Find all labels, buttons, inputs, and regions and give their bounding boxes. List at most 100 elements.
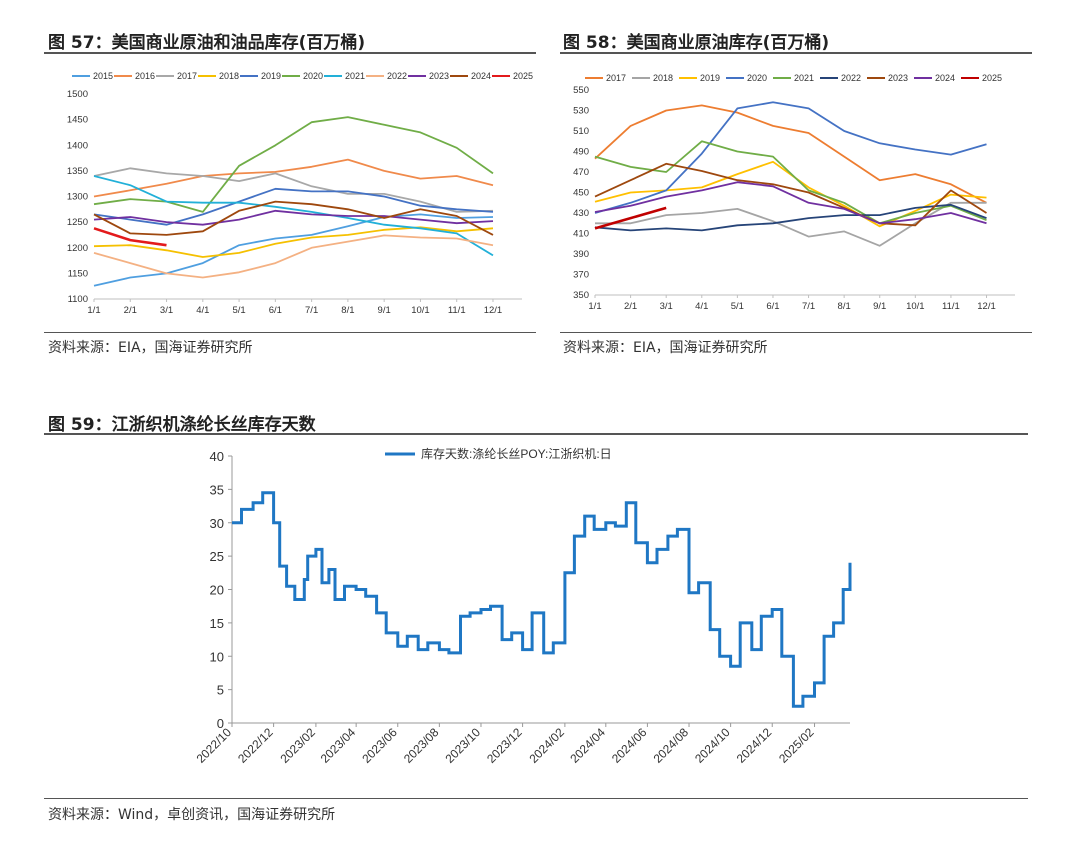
- fig58-y-tick: 530: [573, 106, 589, 117]
- fig58-title-rule: [560, 52, 1032, 54]
- fig57-legend-label-2019: 2019: [261, 71, 281, 81]
- fig57-y-tick: 1250: [67, 217, 88, 228]
- fig57-x-tick: 3/1: [160, 305, 173, 316]
- fig57-legend-label-2020: 2020: [303, 71, 323, 81]
- fig57-series-2023: [93, 209, 494, 226]
- fig58-y-tick: 510: [573, 126, 589, 137]
- fig59-x-tick: 2022/12: [235, 725, 276, 766]
- fig57-x-tick: 10/1: [411, 305, 430, 316]
- fig57-y-tick: 1150: [68, 268, 88, 279]
- fig57-series-2017: [93, 167, 494, 213]
- fig57-x-tick: 6/1: [269, 305, 282, 316]
- fig58-x-tick: 7/1: [802, 301, 815, 312]
- fig57-legend-label-2015: 2015: [93, 71, 113, 81]
- fig58-y-tick: 350: [573, 290, 589, 301]
- fig57-chart: 1100 1150 1200 1250 1300 1350 1400 1450 1500 1/1 2…: [67, 71, 533, 316]
- fig59-y-tick: 10: [210, 649, 224, 664]
- fig57-y-tick: 1300: [67, 192, 88, 203]
- fig57-series-2019: [93, 187, 494, 226]
- fig58-legend-label-2019: 2019: [700, 73, 720, 83]
- fig58-y-tick: 430: [573, 208, 589, 219]
- fig58-title: 图 58：美国商业原油库存(百万桶): [563, 33, 830, 53]
- fig57-y-tick: 1450: [67, 115, 88, 126]
- fig58-chart: 350 370 390 410 430 450 470 490 510 530 550 1/1 2/1 3…: [573, 73, 1015, 312]
- fig59-y-tick: 25: [210, 549, 224, 564]
- fig59-y-tick: 40: [210, 449, 224, 464]
- fig58-legend-label-2024: 2024: [935, 73, 955, 83]
- fig57-legend-label-2022: 2022: [387, 71, 407, 81]
- fig59-title-rule: [44, 433, 1028, 435]
- fig58-x-tick: 2/1: [624, 301, 637, 312]
- fig57-x-tick: 8/1: [341, 305, 354, 316]
- fig58-x-tick: 9/1: [873, 301, 886, 312]
- fig58-legend-label-2022: 2022: [841, 73, 861, 83]
- fig57-series-2024: [93, 200, 494, 236]
- fig58-y-tick: 490: [573, 147, 589, 158]
- fig57-y-tick: 1400: [67, 140, 88, 151]
- fig59-x-tick: 2025/02: [776, 725, 817, 766]
- fig59-x-tick: 2023/04: [318, 725, 359, 766]
- fig57-x-tick: 5/1: [232, 305, 245, 316]
- fig59-source: 资料来源：Wind，卓创资讯，国海证券研究所: [48, 807, 336, 823]
- fig59-x-tick: 2024/08: [651, 725, 692, 766]
- fig57-legend-label-2024: 2024: [471, 71, 491, 81]
- fig57-x-tick: 2/1: [124, 305, 137, 316]
- fig57-y-tick: 1350: [67, 166, 88, 177]
- fig59-x-tick: 2024/10: [692, 725, 733, 766]
- fig58-series-2018: [595, 201, 987, 247]
- fig59-series-line: [232, 491, 852, 708]
- fig58-legend-label-2023: 2023: [888, 73, 908, 83]
- fig57-x-tick: 9/1: [378, 305, 391, 316]
- fig59-x-tick: 2024/12: [734, 725, 775, 766]
- fig57-legend-label-2018: 2018: [219, 71, 239, 81]
- fig59-x-tick: 2023/12: [484, 725, 525, 766]
- fig59-y-tick: 5: [217, 683, 224, 698]
- fig57-series-2022: [93, 234, 494, 279]
- fig57-series-2018: [93, 226, 494, 258]
- fig57-y-tick: 1200: [67, 243, 88, 254]
- fig58-x-tick: 11/1: [942, 301, 960, 312]
- fig59-y-tick: 30: [210, 516, 224, 531]
- fig58-legend-label-2018: 2018: [653, 73, 673, 83]
- fig59-y-tick: 35: [210, 482, 224, 497]
- fig59-title: 图 59：江浙织机涤纶长丝库存天数: [48, 415, 316, 435]
- fig59-x-tick: 2022/10: [194, 725, 235, 766]
- fig58-bottom-rule: [560, 332, 1032, 333]
- fig57-y-tick: 1100: [68, 294, 88, 305]
- fig58-series-2021: [594, 140, 987, 225]
- fig57-series-2015: [93, 213, 494, 287]
- fig58-x-tick: 8/1: [838, 301, 851, 312]
- fig58-y-tick: 470: [573, 167, 589, 178]
- fig59-y-tick: 20: [210, 583, 224, 598]
- fig58-series-2024: [594, 181, 987, 225]
- fig59-x-tick: 2023/08: [401, 725, 442, 766]
- fig58-x-tick: 3/1: [660, 301, 673, 312]
- fig58-y-tick: 390: [573, 249, 589, 260]
- fig57-legend-label-2021: 2021: [345, 71, 365, 81]
- fig58-series-2017: [594, 104, 987, 204]
- fig57-legend-label-2016: 2016: [135, 71, 155, 81]
- fig58-series-2022: [594, 203, 987, 232]
- fig59-x-tick: 2024/06: [609, 725, 650, 766]
- fig57-series-2020: [93, 116, 494, 213]
- fig57-x-tick: 11/1: [448, 305, 466, 316]
- fig58-series-2020: [594, 101, 987, 214]
- fig58-y-tick: 550: [573, 85, 589, 96]
- fig57-source: 资料来源：EIA，国海证券研究所: [48, 340, 253, 356]
- fig57-series-2021: [93, 175, 494, 257]
- fig57-title-rule: [44, 52, 536, 54]
- fig59-x-tick: 2024/04: [567, 725, 608, 766]
- fig58-source: 资料来源：EIA，国海证券研究所: [563, 340, 768, 356]
- fig59-x-tick: 2023/10: [443, 725, 484, 766]
- fig58-x-tick: 12/1: [977, 301, 996, 312]
- fig58-x-tick: 4/1: [695, 301, 708, 312]
- fig57-legend-label-2025: 2025: [513, 71, 533, 81]
- fig57-series-2016: [93, 158, 494, 198]
- fig59-y-tick: 15: [210, 616, 224, 631]
- fig58-x-tick: 10/1: [906, 301, 925, 312]
- fig57-series-2025: [93, 227, 167, 247]
- fig58-y-tick: 370: [573, 270, 589, 281]
- fig57-bottom-rule: [44, 332, 536, 333]
- fig59-x-tick: 2023/06: [359, 725, 400, 766]
